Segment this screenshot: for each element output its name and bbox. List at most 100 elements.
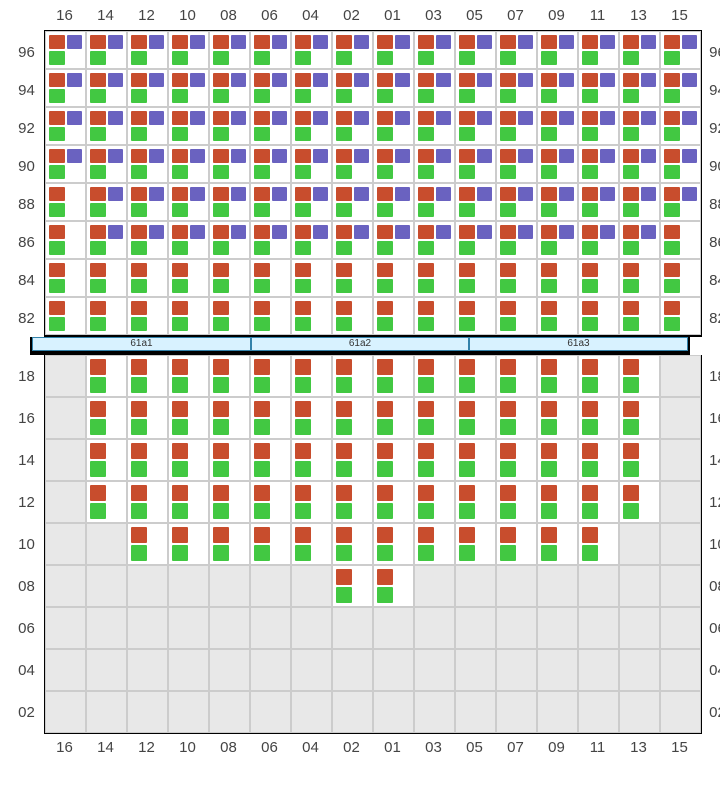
cell[interactable] [86,439,127,481]
cell[interactable] [660,397,701,439]
cell[interactable] [373,481,414,523]
cell[interactable] [414,145,455,183]
cell[interactable] [537,183,578,221]
cell[interactable] [86,565,127,607]
cell[interactable] [45,397,86,439]
cell[interactable] [45,481,86,523]
cell[interactable] [45,259,86,297]
cell[interactable] [291,649,332,691]
cell[interactable] [373,565,414,607]
cell[interactable] [578,69,619,107]
cell[interactable] [660,297,701,335]
cell[interactable] [332,481,373,523]
cell[interactable] [578,565,619,607]
cell[interactable] [168,481,209,523]
cell[interactable] [250,69,291,107]
cell[interactable] [578,31,619,69]
cell[interactable] [209,649,250,691]
cell[interactable] [127,145,168,183]
cell[interactable] [86,355,127,397]
cell[interactable] [619,107,660,145]
cell[interactable] [496,69,537,107]
cell[interactable] [537,221,578,259]
cell[interactable] [127,397,168,439]
cell[interactable] [45,439,86,481]
cell[interactable] [537,397,578,439]
cell[interactable] [619,355,660,397]
cell[interactable] [537,607,578,649]
cell[interactable] [250,259,291,297]
cell[interactable] [250,221,291,259]
cell[interactable] [209,523,250,565]
cell[interactable] [496,183,537,221]
cell[interactable] [537,297,578,335]
cell[interactable] [291,107,332,145]
cell[interactable] [619,565,660,607]
cell[interactable] [209,107,250,145]
cell[interactable] [373,649,414,691]
cell[interactable] [455,523,496,565]
cell[interactable] [250,31,291,69]
cell[interactable] [127,607,168,649]
cell[interactable] [373,607,414,649]
cell[interactable] [127,649,168,691]
cell[interactable] [250,691,291,733]
cell[interactable] [209,607,250,649]
cell[interactable] [578,221,619,259]
cell[interactable] [619,69,660,107]
cell[interactable] [619,397,660,439]
cell[interactable] [373,691,414,733]
cell[interactable] [291,69,332,107]
cell[interactable] [414,481,455,523]
cell[interactable] [291,221,332,259]
cell[interactable] [209,221,250,259]
cell[interactable] [209,691,250,733]
cell[interactable] [496,607,537,649]
cell[interactable] [373,145,414,183]
cell[interactable] [250,397,291,439]
cell[interactable] [250,523,291,565]
cell[interactable] [496,397,537,439]
cell[interactable] [209,481,250,523]
cell[interactable] [45,565,86,607]
cell[interactable] [414,565,455,607]
cell[interactable] [168,145,209,183]
cell[interactable] [619,145,660,183]
cell[interactable] [209,31,250,69]
cell[interactable] [209,355,250,397]
cell[interactable] [373,107,414,145]
cell[interactable] [45,297,86,335]
cell[interactable] [291,439,332,481]
cell[interactable] [86,297,127,335]
cell[interactable] [168,607,209,649]
cell[interactable] [250,649,291,691]
cell[interactable] [250,107,291,145]
cell[interactable] [168,649,209,691]
cell[interactable] [168,183,209,221]
cell[interactable] [578,691,619,733]
cell[interactable] [414,649,455,691]
cell[interactable] [86,107,127,145]
cell[interactable] [619,259,660,297]
cell[interactable] [414,297,455,335]
cell[interactable] [537,523,578,565]
cell[interactable] [455,481,496,523]
cell[interactable] [455,259,496,297]
cell[interactable] [619,297,660,335]
cell[interactable] [414,107,455,145]
cell[interactable] [455,145,496,183]
cell[interactable] [537,145,578,183]
cell[interactable] [537,481,578,523]
cell[interactable] [127,297,168,335]
cell[interactable] [496,221,537,259]
cell[interactable] [578,355,619,397]
cell[interactable] [332,439,373,481]
cell[interactable] [209,69,250,107]
cell[interactable] [332,107,373,145]
cell[interactable] [455,31,496,69]
cell[interactable] [332,259,373,297]
cell[interactable] [168,259,209,297]
cell[interactable] [86,69,127,107]
cell[interactable] [496,259,537,297]
cell[interactable] [373,31,414,69]
